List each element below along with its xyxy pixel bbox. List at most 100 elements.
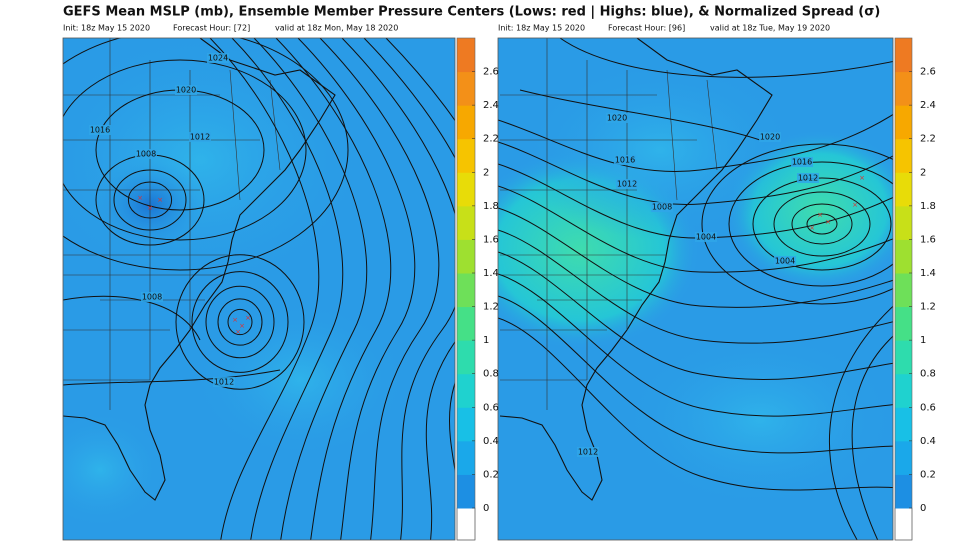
member-center: ×: [137, 194, 143, 202]
colorbar-tick-label: 0.8: [483, 369, 499, 380]
colorbar-tick-label: 2: [483, 167, 489, 178]
member-center: ×: [817, 211, 823, 219]
colorbar-tick-label: 0: [483, 503, 489, 514]
contour-label: 1024: [207, 53, 229, 63]
colorbar-segment: [895, 340, 912, 375]
colorbar-tick-label: 0.4: [920, 436, 936, 447]
colorbar-tick-label: 1.6: [920, 234, 936, 245]
isobar: [341, 38, 455, 540]
isobar: [63, 38, 349, 271]
contour-value: 1016: [792, 158, 812, 167]
label-bg: [189, 132, 211, 142]
colorbar-segment: [895, 38, 912, 73]
contour-label: 1012: [616, 179, 638, 189]
colorbar-segment: [895, 172, 912, 207]
colorbar-tick-label: 2.6: [483, 67, 499, 78]
isobar: [205, 285, 275, 359]
contour-value: 1012: [578, 448, 598, 457]
colorbar-tick-label: 2: [920, 167, 926, 178]
init-label: Init: 18z May 15 2020: [498, 24, 585, 33]
forecast-hour: Forecast Hour: [72]: [173, 24, 250, 33]
colorbar-tick-label: 1.2: [920, 302, 936, 313]
colorbar-segment: [457, 407, 475, 442]
colorbar-segment: [457, 38, 475, 73]
colorbar-tick-label: 2.6: [920, 67, 936, 78]
colorbar-tick-label: 1.8: [920, 201, 936, 212]
contour-value: 1008: [142, 293, 162, 302]
isobar: [806, 213, 838, 235]
colorbar-segment: [457, 306, 475, 341]
label-bg: [175, 85, 197, 95]
label-bg: [774, 256, 796, 266]
member-center: ×: [809, 224, 815, 232]
label-bg: [791, 157, 813, 167]
isobar: [113, 169, 187, 231]
isobar: [498, 273, 893, 417]
colorbar-segment: [895, 373, 912, 408]
colorbar-tick-label: 2.4: [483, 100, 499, 111]
label-bg: [577, 447, 599, 457]
contour-label: 1012: [797, 173, 819, 183]
contour-value: 1016: [90, 126, 110, 135]
contour-label: 1012: [577, 447, 599, 457]
label-bg: [135, 149, 157, 159]
colorbar-segment: [895, 105, 912, 140]
label-bg: [213, 377, 235, 387]
label-bg: [651, 202, 673, 212]
member-center: ×: [157, 196, 163, 204]
title: GEFS Mean MSLP (mb), Ensemble Member Pre…: [63, 5, 880, 20]
isobar: [498, 251, 893, 380]
colorbar-tick-label: 1.6: [483, 234, 499, 245]
colorbar-tick-label: 2.2: [920, 134, 936, 145]
label-bg: [141, 292, 163, 302]
colorbar-segment: [895, 440, 912, 475]
isobar: [253, 38, 368, 540]
label-bg: [89, 125, 111, 135]
contour-value: 1004: [775, 257, 795, 266]
isobar: [227, 308, 253, 336]
member-center: ×: [852, 201, 858, 209]
contour-value: 1024: [208, 54, 228, 63]
colorbar-segment: [457, 205, 475, 240]
forecast-hour: Forecast Hour: [96]: [608, 24, 685, 33]
isobar: [127, 181, 173, 219]
colorbar-frame: [894, 37, 913, 541]
isobar: [498, 317, 893, 491]
colorbar-segment: [457, 340, 475, 375]
contour-label: 1020: [759, 132, 781, 142]
member-center: ×: [859, 174, 865, 182]
isobar: [498, 295, 893, 454]
contour-label: 1020: [606, 113, 628, 123]
contour-value: 1004: [696, 233, 716, 242]
contour-value: 1008: [136, 150, 156, 159]
isobar: [752, 177, 892, 271]
contour-value: 1008: [652, 203, 672, 212]
contour-label: 1008: [141, 292, 163, 302]
colorbar-segment: [457, 172, 475, 207]
contour-label: 1020: [175, 85, 197, 95]
isobar: [498, 207, 893, 308]
member-center: ×: [239, 322, 245, 330]
colorbar-segment: [895, 138, 912, 173]
colorbar-segment: [895, 71, 912, 106]
isobar: [63, 59, 307, 241]
isobar: [385, 38, 455, 474]
colorbar-tick-label: 0.2: [483, 469, 499, 480]
colorbar-tick-label: 0.8: [920, 369, 936, 380]
member-center: ×: [235, 328, 241, 336]
colorbar-tick-label: 1.8: [483, 201, 499, 212]
contour-value: 1020: [176, 86, 196, 95]
colorbar-frame: [456, 37, 476, 541]
contour-label: 1004: [695, 232, 717, 242]
isobar: [498, 113, 893, 172]
colorbar-under: [456, 507, 476, 541]
contour-label: 1012: [189, 132, 211, 142]
contour-value: 1020: [607, 114, 627, 123]
isobar: [498, 185, 893, 273]
colorbar-segment: [457, 105, 475, 140]
colorbar-segment: [895, 407, 912, 442]
colorbar-segment: [457, 474, 475, 509]
isobar: [191, 271, 289, 373]
colorbar-tick-label: 1.2: [483, 302, 499, 313]
